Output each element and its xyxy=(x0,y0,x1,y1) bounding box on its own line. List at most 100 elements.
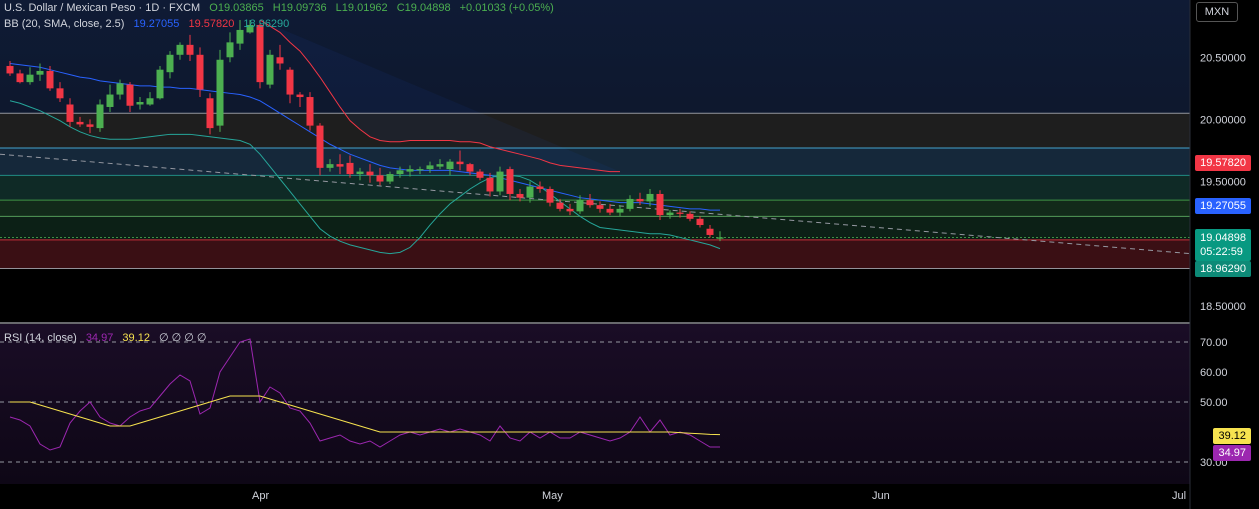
candle xyxy=(686,211,694,222)
bb-band-fill xyxy=(260,20,620,172)
candle xyxy=(676,208,684,218)
rsi-tick-label: 50.00 xyxy=(1200,397,1228,409)
close-value: C19.04898 xyxy=(396,2,451,14)
zone-band xyxy=(0,175,1190,201)
rsi-tick-label: 60.00 xyxy=(1200,367,1228,379)
rsi-value-tag: 34.97 xyxy=(1213,445,1251,461)
candle xyxy=(306,92,314,131)
last-price-tag: 19.04898 05:22:59 xyxy=(1195,229,1251,261)
candle xyxy=(656,190,664,221)
rsi-legend: RSI (14, close) 34.97 39.12 ∅ ∅ ∅ ∅ xyxy=(4,331,213,345)
candle xyxy=(126,82,134,112)
symbol-title[interactable]: U.S. Dollar / Mexican Peso · 1D · FXCM xyxy=(4,2,201,14)
bb-lower-line xyxy=(9,100,721,255)
candle xyxy=(196,47,204,98)
candle xyxy=(506,166,514,201)
candle xyxy=(586,193,594,208)
candle xyxy=(646,188,654,207)
candle xyxy=(66,98,74,127)
low-value: L19.01962 xyxy=(335,2,388,14)
rsi-ma-line xyxy=(10,395,721,436)
candle xyxy=(316,123,324,176)
zone-band xyxy=(0,200,1190,217)
candle xyxy=(266,49,274,89)
price-tick-label: 19.50000 xyxy=(1200,177,1246,189)
candle xyxy=(96,99,104,132)
candle xyxy=(186,34,194,62)
candle xyxy=(216,49,224,132)
candle xyxy=(626,195,634,212)
bb-legend: BB (20, SMA, close, 2.5) 19.27055 19.578… xyxy=(4,17,295,31)
bar-countdown: 05:22:59 xyxy=(1200,246,1243,258)
open-value: O19.03865 xyxy=(209,2,264,14)
candle xyxy=(226,32,234,63)
candlesticks xyxy=(6,20,724,242)
bb-mid-price-tag: 19.27055 xyxy=(1195,198,1251,214)
candle xyxy=(426,161,434,173)
bb-label[interactable]: BB (20, SMA, close, 2.5) xyxy=(4,18,125,30)
candle xyxy=(376,167,384,186)
candle xyxy=(636,192,644,206)
candle xyxy=(366,164,374,183)
zone-band xyxy=(0,237,1190,240)
bb-upper-value: 19.57820 xyxy=(188,18,235,30)
candle xyxy=(536,181,544,193)
candle xyxy=(576,195,584,214)
rsi-label[interactable]: RSI (14, close) xyxy=(4,332,77,344)
time-axis[interactable]: AprMayJunJulAug xyxy=(252,490,1259,502)
candle xyxy=(356,167,364,181)
candle xyxy=(596,201,604,213)
price-axis[interactable]: 18.50000 19.50000 20.00000 20.50000 xyxy=(1200,52,1246,313)
candle xyxy=(136,97,144,110)
horizontal-levels xyxy=(0,112,1190,270)
zone-band xyxy=(0,216,1190,238)
price-tick-label: 20.00000 xyxy=(1200,114,1246,126)
zone-band xyxy=(0,239,1190,269)
rsi-tick-label: 70.00 xyxy=(1200,337,1228,349)
bb-lower-price-tag: 18.96290 xyxy=(1195,261,1251,277)
high-value: H19.09736 xyxy=(272,2,327,14)
candle xyxy=(396,166,404,178)
candle xyxy=(666,210,674,219)
rsi-pane xyxy=(0,324,1190,484)
time-tick-label: May xyxy=(542,490,563,502)
candle xyxy=(86,119,94,134)
candle xyxy=(416,166,424,175)
rsi-extra: ∅ ∅ ∅ ∅ xyxy=(159,332,207,344)
change-value: +0.01033 (+0.05%) xyxy=(459,2,554,14)
candle xyxy=(566,203,574,216)
time-tick-label: Apr xyxy=(252,490,269,502)
symbol-legend: U.S. Dollar / Mexican Peso · 1D · FXCM O… xyxy=(4,1,560,15)
rsi-lines xyxy=(9,338,721,451)
candle xyxy=(146,92,154,106)
dashed-trendline xyxy=(0,153,1191,255)
price-zones xyxy=(0,113,1190,320)
candle xyxy=(716,231,724,242)
candle xyxy=(696,216,704,228)
candle xyxy=(326,159,334,172)
candle xyxy=(526,181,534,203)
candle xyxy=(256,20,264,89)
currency-button[interactable]: MXN xyxy=(1196,2,1238,22)
candle xyxy=(616,205,624,217)
bollinger-bands xyxy=(9,19,721,255)
candle xyxy=(456,150,464,171)
candle xyxy=(296,92,304,107)
bb-mid-value: 19.27055 xyxy=(133,18,180,30)
time-tick-label: Jun xyxy=(872,490,890,502)
candle xyxy=(436,159,444,170)
candle xyxy=(496,166,504,196)
candle xyxy=(516,188,524,202)
zone-band xyxy=(0,268,1190,320)
rsi-levels xyxy=(0,341,1190,463)
trend-line xyxy=(0,153,1191,255)
candle xyxy=(156,65,164,100)
bb-upper-line xyxy=(259,19,620,173)
bb-mid-line xyxy=(9,62,720,211)
candle xyxy=(556,198,564,212)
candle xyxy=(276,44,284,70)
rsi-ma-value: 39.12 xyxy=(122,332,150,344)
candle xyxy=(466,162,474,176)
candle xyxy=(16,69,24,84)
